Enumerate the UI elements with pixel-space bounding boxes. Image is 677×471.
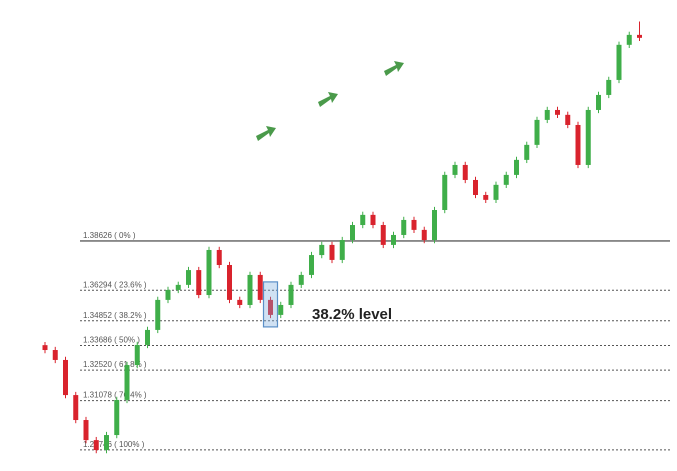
candle-body <box>227 264 232 300</box>
candle-body <box>616 44 622 80</box>
candle-body <box>175 284 181 290</box>
fib-level-label: 1.38626 ( 0% ) <box>83 231 136 240</box>
candle-body <box>247 274 253 305</box>
candle-body <box>585 109 591 165</box>
candle-body <box>155 299 161 330</box>
fib-level-label: 1.34852 ( 38.2% ) <box>83 311 147 320</box>
candle-body <box>411 219 417 230</box>
candle-body <box>339 240 345 260</box>
candle-body <box>637 34 642 38</box>
candle-body <box>432 210 437 241</box>
candle-body <box>493 184 499 200</box>
candle-body <box>514 159 519 175</box>
candle-body <box>145 329 150 345</box>
candle-body <box>575 124 581 165</box>
candle-body <box>216 249 222 265</box>
candle-body <box>114 399 120 436</box>
candle-body <box>421 229 427 241</box>
fib-level-label: 1.28746 ( 100% ) <box>83 440 145 449</box>
candle-body <box>124 365 130 400</box>
candle-body <box>329 244 335 260</box>
candle-body <box>606 79 612 95</box>
annotation: 38.2% level <box>312 306 392 323</box>
candle-body <box>278 304 284 315</box>
candle-body <box>401 219 407 235</box>
arrow <box>318 92 338 107</box>
candle-body <box>52 350 58 360</box>
candle-body <box>626 34 632 45</box>
arrow <box>256 126 276 141</box>
candle-body <box>462 164 468 180</box>
candle-body <box>206 249 212 296</box>
candle-body <box>370 214 376 226</box>
candle-body <box>268 299 273 315</box>
candle-body <box>134 344 140 366</box>
fib-level-label: 1.32520 ( 61.8% ) <box>83 360 147 369</box>
candle-body <box>93 440 99 451</box>
candle-body <box>380 225 386 245</box>
candle-body <box>565 114 571 125</box>
candle-body <box>63 359 68 396</box>
candle-body <box>544 109 550 120</box>
candle-body <box>42 345 48 351</box>
candle-body <box>288 284 294 305</box>
fib-level-label: 1.31078 ( 76.4% ) <box>83 391 147 400</box>
candle-body <box>596 94 601 110</box>
candle-body <box>555 109 560 115</box>
candle-body <box>452 164 458 175</box>
candle-body <box>83 420 89 441</box>
plot: 1.38626 ( 0% ) 1.36294 ( 23.6% ) 1.34852 (… <box>42 21 670 454</box>
candle-body <box>309 255 314 275</box>
candle-body <box>73 395 79 421</box>
candle-body <box>257 274 263 300</box>
highlight-box <box>262 281 279 328</box>
candle-body <box>237 299 243 305</box>
candle-body <box>534 119 540 145</box>
candle-body <box>298 274 304 285</box>
candle-body <box>503 174 509 185</box>
candle-body <box>104 435 109 451</box>
candle-body <box>524 144 530 160</box>
candle-body <box>442 174 448 211</box>
candle-body <box>165 289 171 300</box>
candle-body <box>186 270 191 285</box>
candle-body <box>350 225 355 241</box>
candle-body <box>319 244 325 256</box>
fib-level-label: 1.36294 ( 23.6% ) <box>83 280 147 289</box>
candle-body <box>391 234 396 245</box>
candle-body <box>196 270 202 296</box>
candle-body <box>483 194 489 200</box>
candle-body <box>473 179 478 195</box>
fib-level-label: 1.33686 ( 50% ) <box>83 335 140 344</box>
candle-body <box>360 214 366 226</box>
trend-arrows <box>256 61 404 141</box>
arrow <box>384 61 404 76</box>
